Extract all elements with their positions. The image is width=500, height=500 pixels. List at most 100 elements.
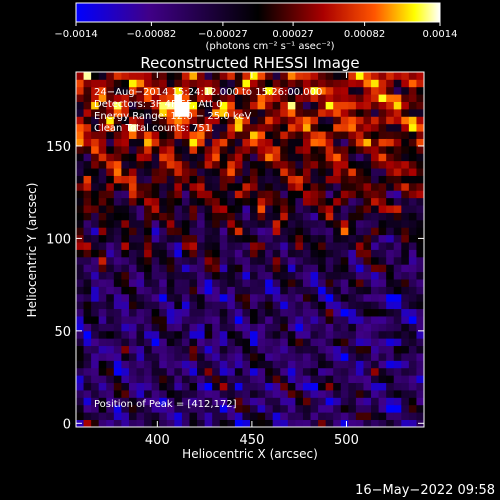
heatmap-cell <box>401 94 410 102</box>
heatmap-cell <box>393 390 402 398</box>
heatmap-cell <box>325 234 334 243</box>
heatmap-cell <box>181 316 190 324</box>
heatmap-cell <box>91 131 100 139</box>
heatmap-cell <box>348 153 357 162</box>
heatmap-cell <box>386 293 395 302</box>
heatmap-cell <box>265 375 274 384</box>
heatmap-cell <box>212 338 221 347</box>
heatmap-cell <box>159 101 168 110</box>
heatmap-cell <box>113 397 122 406</box>
heatmap-cell <box>151 367 160 376</box>
heatmap-cell <box>174 123 183 132</box>
heatmap-cell <box>340 101 349 110</box>
heatmap-cell <box>174 345 183 354</box>
heatmap-cell <box>121 286 130 295</box>
heatmap-cell <box>333 138 342 147</box>
heatmap-cell <box>250 367 258 376</box>
heatmap-cell <box>333 412 342 421</box>
y-tick-label: 0 <box>63 417 71 432</box>
heatmap-cell <box>257 205 266 213</box>
heatmap-cell <box>416 160 424 169</box>
heatmap-cell <box>113 123 122 132</box>
heatmap-cell <box>234 345 243 354</box>
heatmap-cell <box>363 375 372 384</box>
heatmap-cell <box>265 264 274 273</box>
heatmap-cell <box>250 116 258 125</box>
heatmap-cell <box>76 131 84 139</box>
heatmap-cell <box>272 145 281 154</box>
heatmap-cell <box>212 227 221 236</box>
heatmap-cell <box>159 227 168 236</box>
heatmap-cell <box>280 271 289 280</box>
heatmap-cell <box>98 404 107 413</box>
heatmap-cell <box>363 72 372 80</box>
heatmap-cell <box>242 404 251 413</box>
heatmap-cell <box>265 234 274 243</box>
heatmap-cell <box>98 279 107 287</box>
heatmap-cell <box>106 353 115 361</box>
heatmap-cell <box>310 367 319 376</box>
heatmap-cell <box>265 286 274 295</box>
heatmap-cell <box>325 382 334 391</box>
heatmap-cell <box>318 205 327 213</box>
heatmap-cell <box>250 108 258 117</box>
heatmap-cell <box>98 242 107 250</box>
heatmap-cell <box>280 293 289 302</box>
heatmap-cell <box>113 419 122 427</box>
heatmap-cell <box>91 279 100 287</box>
heatmap-cell <box>113 264 122 273</box>
heatmap-cell <box>333 286 342 295</box>
heatmap-cell <box>136 153 145 162</box>
heatmap-cell <box>250 264 258 273</box>
heatmap-cell <box>98 264 107 273</box>
heatmap-cell <box>234 182 243 191</box>
heatmap-cell <box>348 419 357 427</box>
heatmap-cell <box>355 382 364 391</box>
heatmap-cell <box>219 264 228 273</box>
heatmap-cell <box>408 316 417 324</box>
heatmap-cell <box>295 123 304 132</box>
x-tick-label: 450 <box>239 433 264 448</box>
colorbar-tick-labels: −0.0014 −0.00082 −0.00027 0.00027 0.00082 0.0… <box>54 29 457 40</box>
heatmap-cell <box>227 412 236 421</box>
heatmap-cell <box>219 345 228 354</box>
heatmap-cell <box>287 308 296 317</box>
heatmap-cell <box>295 234 304 243</box>
heatmap-cell <box>181 404 190 413</box>
heatmap-cell <box>325 353 334 361</box>
heatmap-cell <box>416 212 424 221</box>
heatmap-cell <box>76 197 84 206</box>
heatmap-cell <box>189 301 198 310</box>
heatmap-cell <box>250 397 258 406</box>
heatmap-cell <box>227 249 236 258</box>
heatmap-cell <box>234 353 243 361</box>
heatmap-cell <box>106 404 115 413</box>
heatmap-cell <box>363 145 372 154</box>
heatmap-cell <box>219 375 228 384</box>
heatmap-cell <box>98 138 107 147</box>
heatmap-cell <box>212 301 221 310</box>
heatmap-cell <box>159 256 168 265</box>
heatmap-cell <box>83 397 92 406</box>
heatmap-cell <box>204 242 213 250</box>
heatmap-cell <box>113 219 122 228</box>
heatmap-cell <box>348 316 357 324</box>
heatmap-cell <box>280 367 289 376</box>
heatmap-cell <box>257 86 266 95</box>
heatmap-cell <box>234 271 243 280</box>
heatmap-cell <box>91 227 100 236</box>
heatmap-cell <box>219 367 228 376</box>
heatmap-cell <box>416 367 424 376</box>
heatmap-cell <box>128 205 137 213</box>
heatmap-cell <box>174 301 183 310</box>
heatmap-cell <box>333 205 342 213</box>
heatmap-cell <box>325 375 334 384</box>
heatmap-cell <box>76 227 84 236</box>
heatmap-cell <box>371 301 380 310</box>
heatmap-cell <box>393 271 402 280</box>
heatmap-cell <box>416 131 424 139</box>
heatmap-cell <box>113 293 122 302</box>
heatmap-cell <box>416 197 424 206</box>
heatmap-cell <box>212 256 221 265</box>
heatmap-cell <box>212 279 221 287</box>
